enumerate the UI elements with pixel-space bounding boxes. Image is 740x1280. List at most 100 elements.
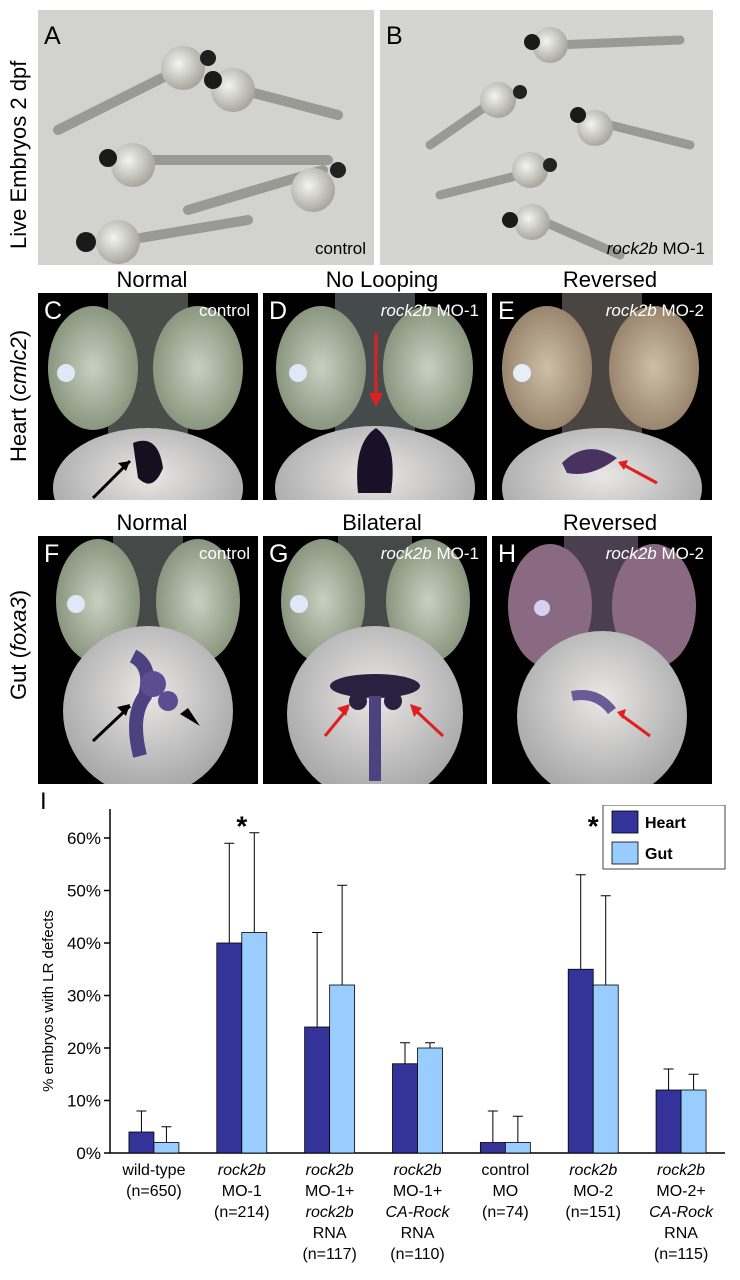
- category-label: MO-2: [573, 1183, 613, 1200]
- category-label: RNA: [664, 1225, 698, 1242]
- row-label-live: Live Embryos 2 dpf: [6, 60, 31, 249]
- category-label: rock2b: [657, 1162, 705, 1179]
- col-title-e: Reversed: [562, 267, 658, 292]
- gut-image-g: [281, 536, 470, 784]
- category-label: MO-2+: [656, 1183, 705, 1200]
- bar-gut: [592, 984, 619, 1154]
- panel-letter-f: F: [44, 540, 60, 568]
- panel-tag-e: rock2b MO-2: [605, 301, 704, 320]
- category-label: RNA: [401, 1225, 435, 1242]
- heart-image-c: [48, 293, 243, 500]
- gut-image-h: [508, 536, 696, 784]
- panel-letter-e: E: [498, 297, 515, 325]
- panel-a-image: A control: [38, 10, 374, 265]
- category-label: wild-type: [121, 1162, 185, 1179]
- panel-tag-b-gene: rock2b: [606, 239, 658, 258]
- col-title-g: Bilateral: [342, 510, 422, 535]
- col-title-d: No Looping: [325, 267, 439, 292]
- bar-gut: [153, 1142, 180, 1154]
- category-label: (n=74): [482, 1204, 529, 1221]
- panel-e-image: E rock2b MO-2: [492, 293, 712, 500]
- bar-heart: [216, 942, 243, 1154]
- row-label-gut-gene: foxa3: [6, 597, 31, 652]
- bar-gut: [504, 1142, 531, 1154]
- gut-image-f: [56, 536, 240, 784]
- row-label-heart: Heart (cmlc2): [6, 329, 31, 462]
- panel-h-image: H rock2b MO-2: [492, 536, 712, 784]
- category-label: rock2b: [569, 1162, 617, 1179]
- category-label: MO-1+: [305, 1183, 354, 1200]
- panel-tag-f: control: [198, 544, 250, 563]
- y-tick-label: 40%: [67, 934, 101, 953]
- heart-image-e: [502, 293, 702, 500]
- panel-letter-a: A: [44, 22, 61, 50]
- panel-tag-a: control: [314, 239, 366, 258]
- col-title-f: Normal: [116, 510, 188, 535]
- panel-letter-b: B: [386, 22, 403, 50]
- bar-heart: [655, 1089, 682, 1154]
- panel-b-image: B rock2b MO-1: [380, 10, 713, 265]
- category-label: MO-1+: [393, 1183, 442, 1200]
- category-label: RNA: [313, 1225, 347, 1242]
- bar-gut: [680, 1089, 707, 1154]
- category-label: rock2b: [393, 1162, 441, 1179]
- col-title-c: Normal: [116, 267, 188, 292]
- category-label: MO: [492, 1183, 518, 1200]
- category-label: rock2b: [218, 1162, 266, 1179]
- category-label: (n=151): [565, 1204, 621, 1221]
- panel-tag-d: rock2b MO-1: [380, 301, 479, 320]
- bar-heart: [567, 968, 594, 1154]
- category-label: control: [481, 1162, 529, 1179]
- y-tick-label: 30%: [67, 987, 101, 1006]
- category-label: (n=110): [390, 1246, 444, 1263]
- row-label-gut: Gut (foxa3): [6, 589, 31, 700]
- panel-d-image: D rock2b MO-1: [263, 293, 487, 500]
- embryo-image-b: [425, 27, 695, 260]
- bar-heart: [128, 1131, 155, 1154]
- category-label: rock2b: [306, 1162, 354, 1179]
- y-tick-label: 10%: [67, 1092, 101, 1111]
- panel-tag-g: rock2b MO-1: [380, 544, 479, 563]
- bar-heart: [479, 1142, 506, 1154]
- panel-letter-d: D: [269, 297, 288, 325]
- bar-gut: [241, 932, 268, 1154]
- panel-f-image: F control: [38, 536, 258, 784]
- category-label: rock2b: [306, 1204, 354, 1221]
- category-label: MO-1: [222, 1183, 262, 1200]
- legend-label: Heart: [645, 815, 687, 832]
- significance-star: *: [588, 811, 599, 842]
- panel-g-image: G rock2b MO-1: [263, 536, 487, 784]
- y-tick-label: 0%: [76, 1144, 101, 1163]
- bar-gut: [329, 984, 356, 1154]
- significance-star: *: [236, 811, 247, 842]
- bar-gut: [417, 1047, 443, 1154]
- category-label: (n=650): [126, 1183, 182, 1200]
- bar-chart: 0% 10% 20% 30% 40% 50% 60% % embryos with LR de…: [40, 805, 726, 1263]
- panel-tag-c: control: [198, 301, 250, 320]
- panel-tag-b: rock2b MO-1: [607, 239, 705, 259]
- legend-swatch: [611, 810, 639, 834]
- panel-letter-i: I: [40, 788, 47, 815]
- legend-label: Gut: [645, 846, 673, 863]
- legend-swatch: [611, 841, 639, 865]
- category-label: (n=117): [302, 1246, 356, 1263]
- panel-c-image: C control: [38, 293, 258, 500]
- embryo-image-a: [53, 46, 346, 264]
- col-title-h: Reversed: [562, 510, 658, 535]
- heart-image-d: [275, 293, 475, 500]
- bar-heart: [304, 1026, 331, 1154]
- panel-tag-h: rock2b MO-2: [605, 544, 704, 563]
- y-axis-label: % embryos with LR defects: [40, 910, 57, 1092]
- category-label: (n=115): [654, 1246, 708, 1263]
- panel-tag-b-rest: MO-1: [657, 239, 705, 258]
- y-tick-label: 50%: [67, 882, 101, 901]
- panel-letter-c: C: [44, 297, 63, 325]
- category-label: CA-Rock: [649, 1204, 714, 1221]
- panel-letter-h: H: [498, 540, 517, 568]
- bar-heart: [392, 1063, 418, 1154]
- y-tick-label: 20%: [67, 1039, 101, 1058]
- category-label: (n=214): [214, 1204, 270, 1221]
- row-label-heart-gene: cmlc2: [6, 337, 31, 395]
- category-label: CA-Rock: [385, 1204, 450, 1221]
- y-tick-label: 60%: [67, 829, 101, 848]
